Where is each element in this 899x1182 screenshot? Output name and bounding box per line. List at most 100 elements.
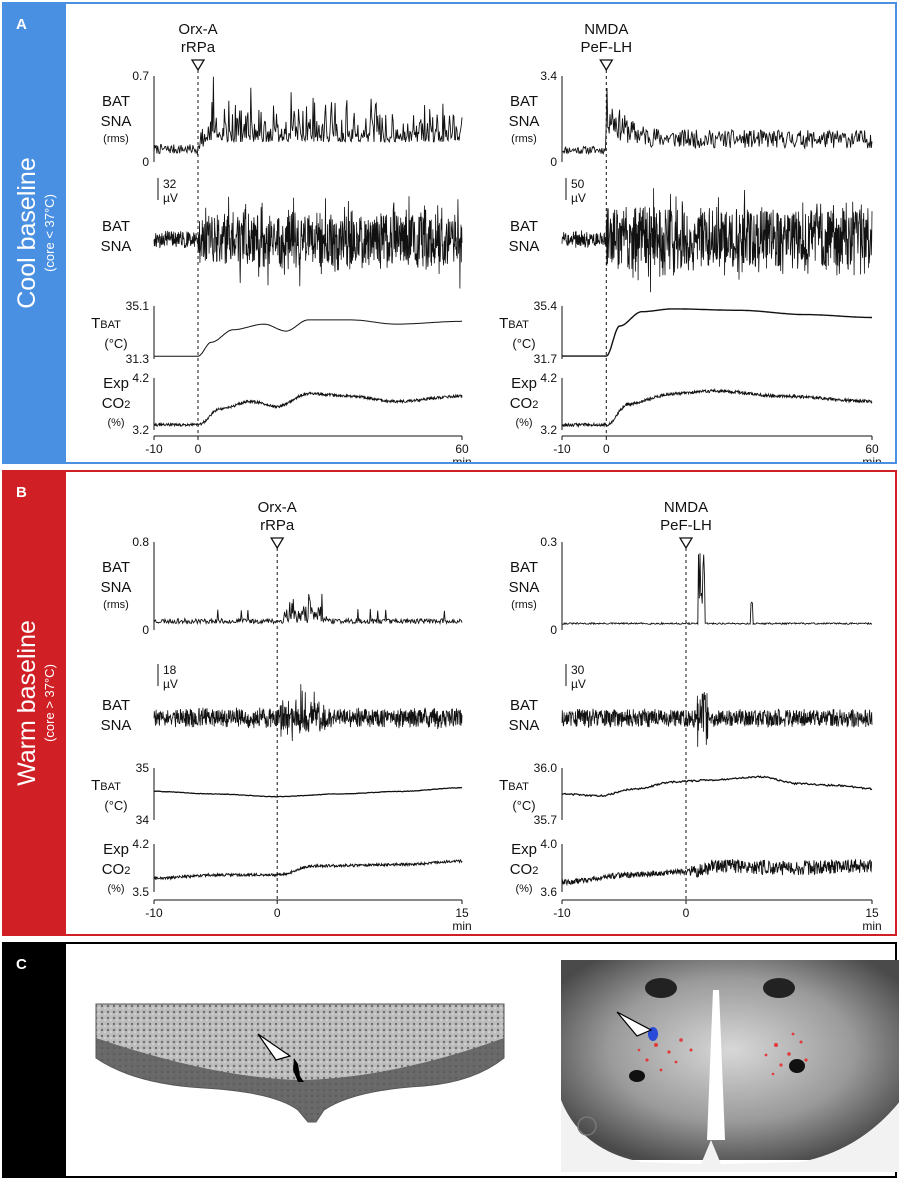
co2-label: CO2 bbox=[510, 861, 539, 878]
co2-unit: (%) bbox=[107, 883, 124, 895]
tbat-trace bbox=[154, 319, 462, 357]
tbat-trace bbox=[562, 308, 872, 357]
histology-slice-rrpa bbox=[95, 1003, 505, 1123]
scale-bar-value: 32 bbox=[163, 177, 177, 191]
panel-c-sidebar: C bbox=[4, 944, 66, 1176]
co2-y-min: 3.6 bbox=[540, 885, 557, 899]
tbat-y-max: 35.4 bbox=[534, 299, 558, 313]
co2-y-max: 4.0 bbox=[540, 837, 557, 851]
tbat-unit: (°C) bbox=[512, 798, 535, 813]
raw-sna-trace bbox=[153, 196, 463, 289]
x-tick-label: -10 bbox=[145, 442, 163, 456]
raw-sna-trace bbox=[153, 684, 463, 742]
tbat-label: TBAT bbox=[499, 315, 529, 332]
stimulus-site-label: rRPa bbox=[260, 517, 295, 534]
co2-trace bbox=[153, 859, 463, 881]
rms-label-unit: (rms) bbox=[511, 133, 537, 145]
x-tick-label: 15 bbox=[865, 906, 879, 920]
rms-label-bat: BAT bbox=[510, 93, 538, 110]
co2-trace bbox=[561, 388, 873, 429]
co2-unit: (%) bbox=[107, 417, 124, 429]
tbat-unit: (°C) bbox=[104, 798, 127, 813]
panel-b-sidebar: B Warm baseline (core > 37°C) bbox=[4, 472, 66, 934]
raw-sna-trace bbox=[561, 692, 873, 747]
x-tick-label: 0 bbox=[274, 906, 281, 920]
tbat-label: TBAT bbox=[499, 777, 529, 794]
rms-label-bat: BAT bbox=[102, 93, 130, 110]
stimulus-site-label: PeF-LH bbox=[660, 517, 712, 534]
panel-b-subtitle: (core > 37°C) bbox=[42, 664, 57, 742]
x-axis-unit: min bbox=[862, 919, 881, 933]
x-tick-label: 15 bbox=[455, 906, 469, 920]
co2-label-exp: Exp bbox=[511, 841, 537, 858]
co2-trace bbox=[561, 858, 873, 887]
tbat-unit: (°C) bbox=[104, 336, 127, 351]
co2-label: CO2 bbox=[102, 861, 131, 878]
scale-bar-value: 18 bbox=[163, 663, 177, 677]
x-tick-label: -10 bbox=[145, 906, 163, 920]
arrowhead-icon bbox=[257, 1033, 292, 1061]
rms-label-sna: SNA bbox=[101, 579, 132, 596]
raw-label-sna: SNA bbox=[509, 238, 540, 255]
scale-bar-unit: µV bbox=[163, 677, 178, 691]
x-tick-label: -10 bbox=[553, 906, 571, 920]
scale-bar-unit: µV bbox=[571, 677, 586, 691]
rms-trace bbox=[153, 593, 463, 626]
tbat-y-min: 35.7 bbox=[534, 813, 558, 827]
panel-b: B Warm baseline (core > 37°C) Orx-A rRPa 0… bbox=[2, 470, 897, 936]
co2-unit: (%) bbox=[515, 417, 532, 429]
rms-y-max: 0.7 bbox=[132, 69, 149, 83]
stimulus-label: Orx-A bbox=[258, 499, 297, 516]
rms-label-bat: BAT bbox=[510, 559, 538, 576]
co2-label: CO2 bbox=[102, 395, 131, 412]
raw-label-bat: BAT bbox=[510, 218, 538, 235]
x-axis-unit: min bbox=[452, 455, 471, 462]
raw-label-sna: SNA bbox=[101, 717, 132, 734]
panel-b-charts: Orx-ArRPa0.80BATSNA(rms)BATSNA18µV3534TB… bbox=[91, 499, 882, 933]
tbat-y-min: 34 bbox=[136, 813, 150, 827]
tbat-unit: (°C) bbox=[512, 336, 535, 351]
stimulus-marker-icon bbox=[270, 537, 285, 550]
co2-label-exp: Exp bbox=[103, 841, 129, 858]
raw-label-bat: BAT bbox=[510, 697, 538, 714]
panel-a-sidebar: A Cool baseline (core < 37°C) bbox=[4, 4, 66, 462]
panel-a-title: Cool baseline bbox=[13, 157, 41, 309]
raw-label-sna: SNA bbox=[101, 238, 132, 255]
co2-y-min: 3.2 bbox=[540, 423, 557, 437]
co2-y-max: 4.2 bbox=[540, 371, 557, 385]
rms-label-sna: SNA bbox=[101, 113, 132, 130]
stimulus-site-label: PeF-LH bbox=[580, 39, 632, 56]
rms-y-min: 0 bbox=[142, 623, 149, 637]
tbat-y-min: 31.3 bbox=[126, 352, 150, 366]
panel-a-subtitle: (core < 37°C) bbox=[42, 194, 57, 272]
rms-trace bbox=[561, 87, 873, 156]
stimulus-marker-icon bbox=[678, 537, 694, 550]
x-tick-label: 0 bbox=[603, 442, 610, 456]
co2-y-max: 4.2 bbox=[132, 371, 149, 385]
co2-label-exp: Exp bbox=[511, 375, 537, 392]
panel-c: C bbox=[2, 942, 899, 1178]
co2-y-min: 3.5 bbox=[132, 885, 149, 899]
x-axis-unit: min bbox=[452, 919, 471, 933]
co2-unit: (%) bbox=[515, 883, 532, 895]
co2-trace bbox=[153, 391, 463, 428]
rms-label-sna: SNA bbox=[509, 113, 540, 130]
x-tick-label: 60 bbox=[455, 442, 469, 456]
tbat-trace bbox=[561, 775, 873, 798]
rms-label-unit: (rms) bbox=[511, 599, 537, 611]
co2-label: CO2 bbox=[510, 395, 539, 412]
scale-bar-unit: µV bbox=[571, 191, 586, 205]
stimulus-marker-icon bbox=[599, 59, 614, 72]
rms-label-unit: (rms) bbox=[103, 599, 129, 611]
tbat-y-max: 35 bbox=[136, 761, 150, 775]
stimulus-label: Orx-A bbox=[178, 21, 217, 38]
stimulus-label: NMDA bbox=[664, 499, 708, 516]
co2-y-max: 4.2 bbox=[132, 837, 149, 851]
tbat-y-max: 35.1 bbox=[126, 299, 150, 313]
rms-trace bbox=[561, 553, 872, 626]
tbat-label: TBAT bbox=[91, 315, 121, 332]
stimulus-label: NMDA bbox=[584, 21, 628, 38]
raw-label-bat: BAT bbox=[102, 697, 130, 714]
